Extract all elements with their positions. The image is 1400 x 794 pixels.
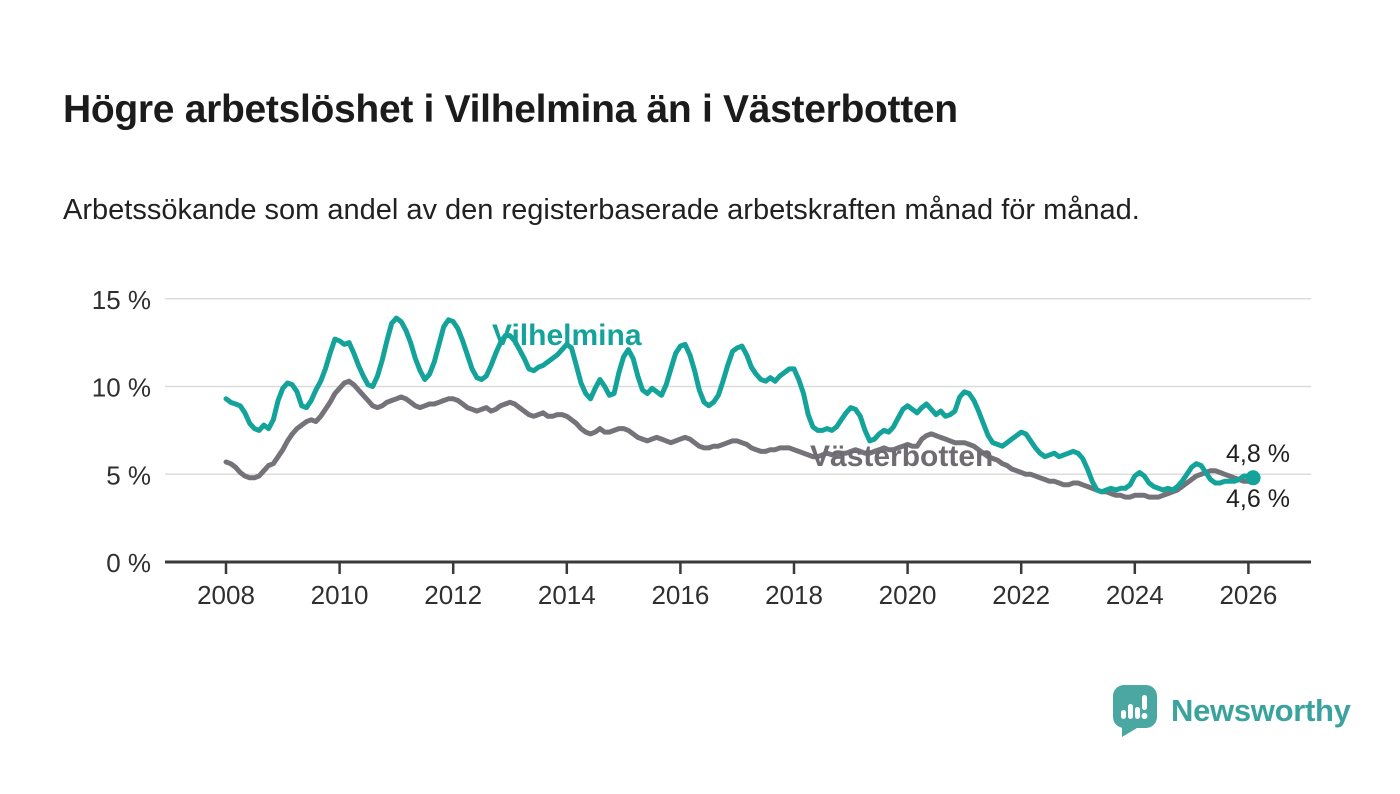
x-tick-label: 2008 [197, 580, 255, 610]
x-tick-label: 2016 [651, 580, 709, 610]
bar-chart-speech-bubble-icon [1113, 685, 1157, 737]
x-tick-label: 2024 [1106, 580, 1164, 610]
series-line-västerbotten [223, 378, 1256, 500]
x-tick-label: 2020 [879, 580, 937, 610]
x-tick-label: 2022 [992, 580, 1050, 610]
x-tick-label: 2012 [424, 580, 482, 610]
y-tick-label: 15 % [92, 285, 151, 315]
unemployment-line-chart: 0 % 5 % 10 % 15 % 2008 2010 2012 2014 2016 2018 20… [92, 285, 1311, 610]
page-title: Högre arbetslöshet i Vilhelmina än i Väs… [63, 88, 958, 132]
y-tick-label: 5 % [106, 460, 151, 490]
x-tick-label: 2010 [311, 580, 369, 610]
end-value-label-vasterbotten: 4,6 % [1226, 485, 1290, 513]
series-label-vilhelmina: Vilhelmina [492, 319, 642, 352]
y-tick-label: 0 % [106, 548, 151, 578]
brand-name: Newsworthy [1171, 693, 1351, 728]
end-value-label-vilhelmina: 4,8 % [1226, 440, 1290, 468]
newsworthy-brand: Newsworthy [1112, 684, 1351, 738]
series-label-vasterbotten: Västerbotten [810, 440, 994, 473]
chart-subtitle: Arbetssökande som andel av den registerb… [63, 194, 1140, 226]
series-end-dot [1245, 470, 1261, 486]
x-tick-label: 2018 [765, 580, 823, 610]
x-tick-label: 2026 [1219, 580, 1277, 610]
series-line-vilhelmina [223, 315, 1256, 495]
x-tick-label: 2014 [538, 580, 596, 610]
y-tick-label: 10 % [92, 373, 151, 403]
